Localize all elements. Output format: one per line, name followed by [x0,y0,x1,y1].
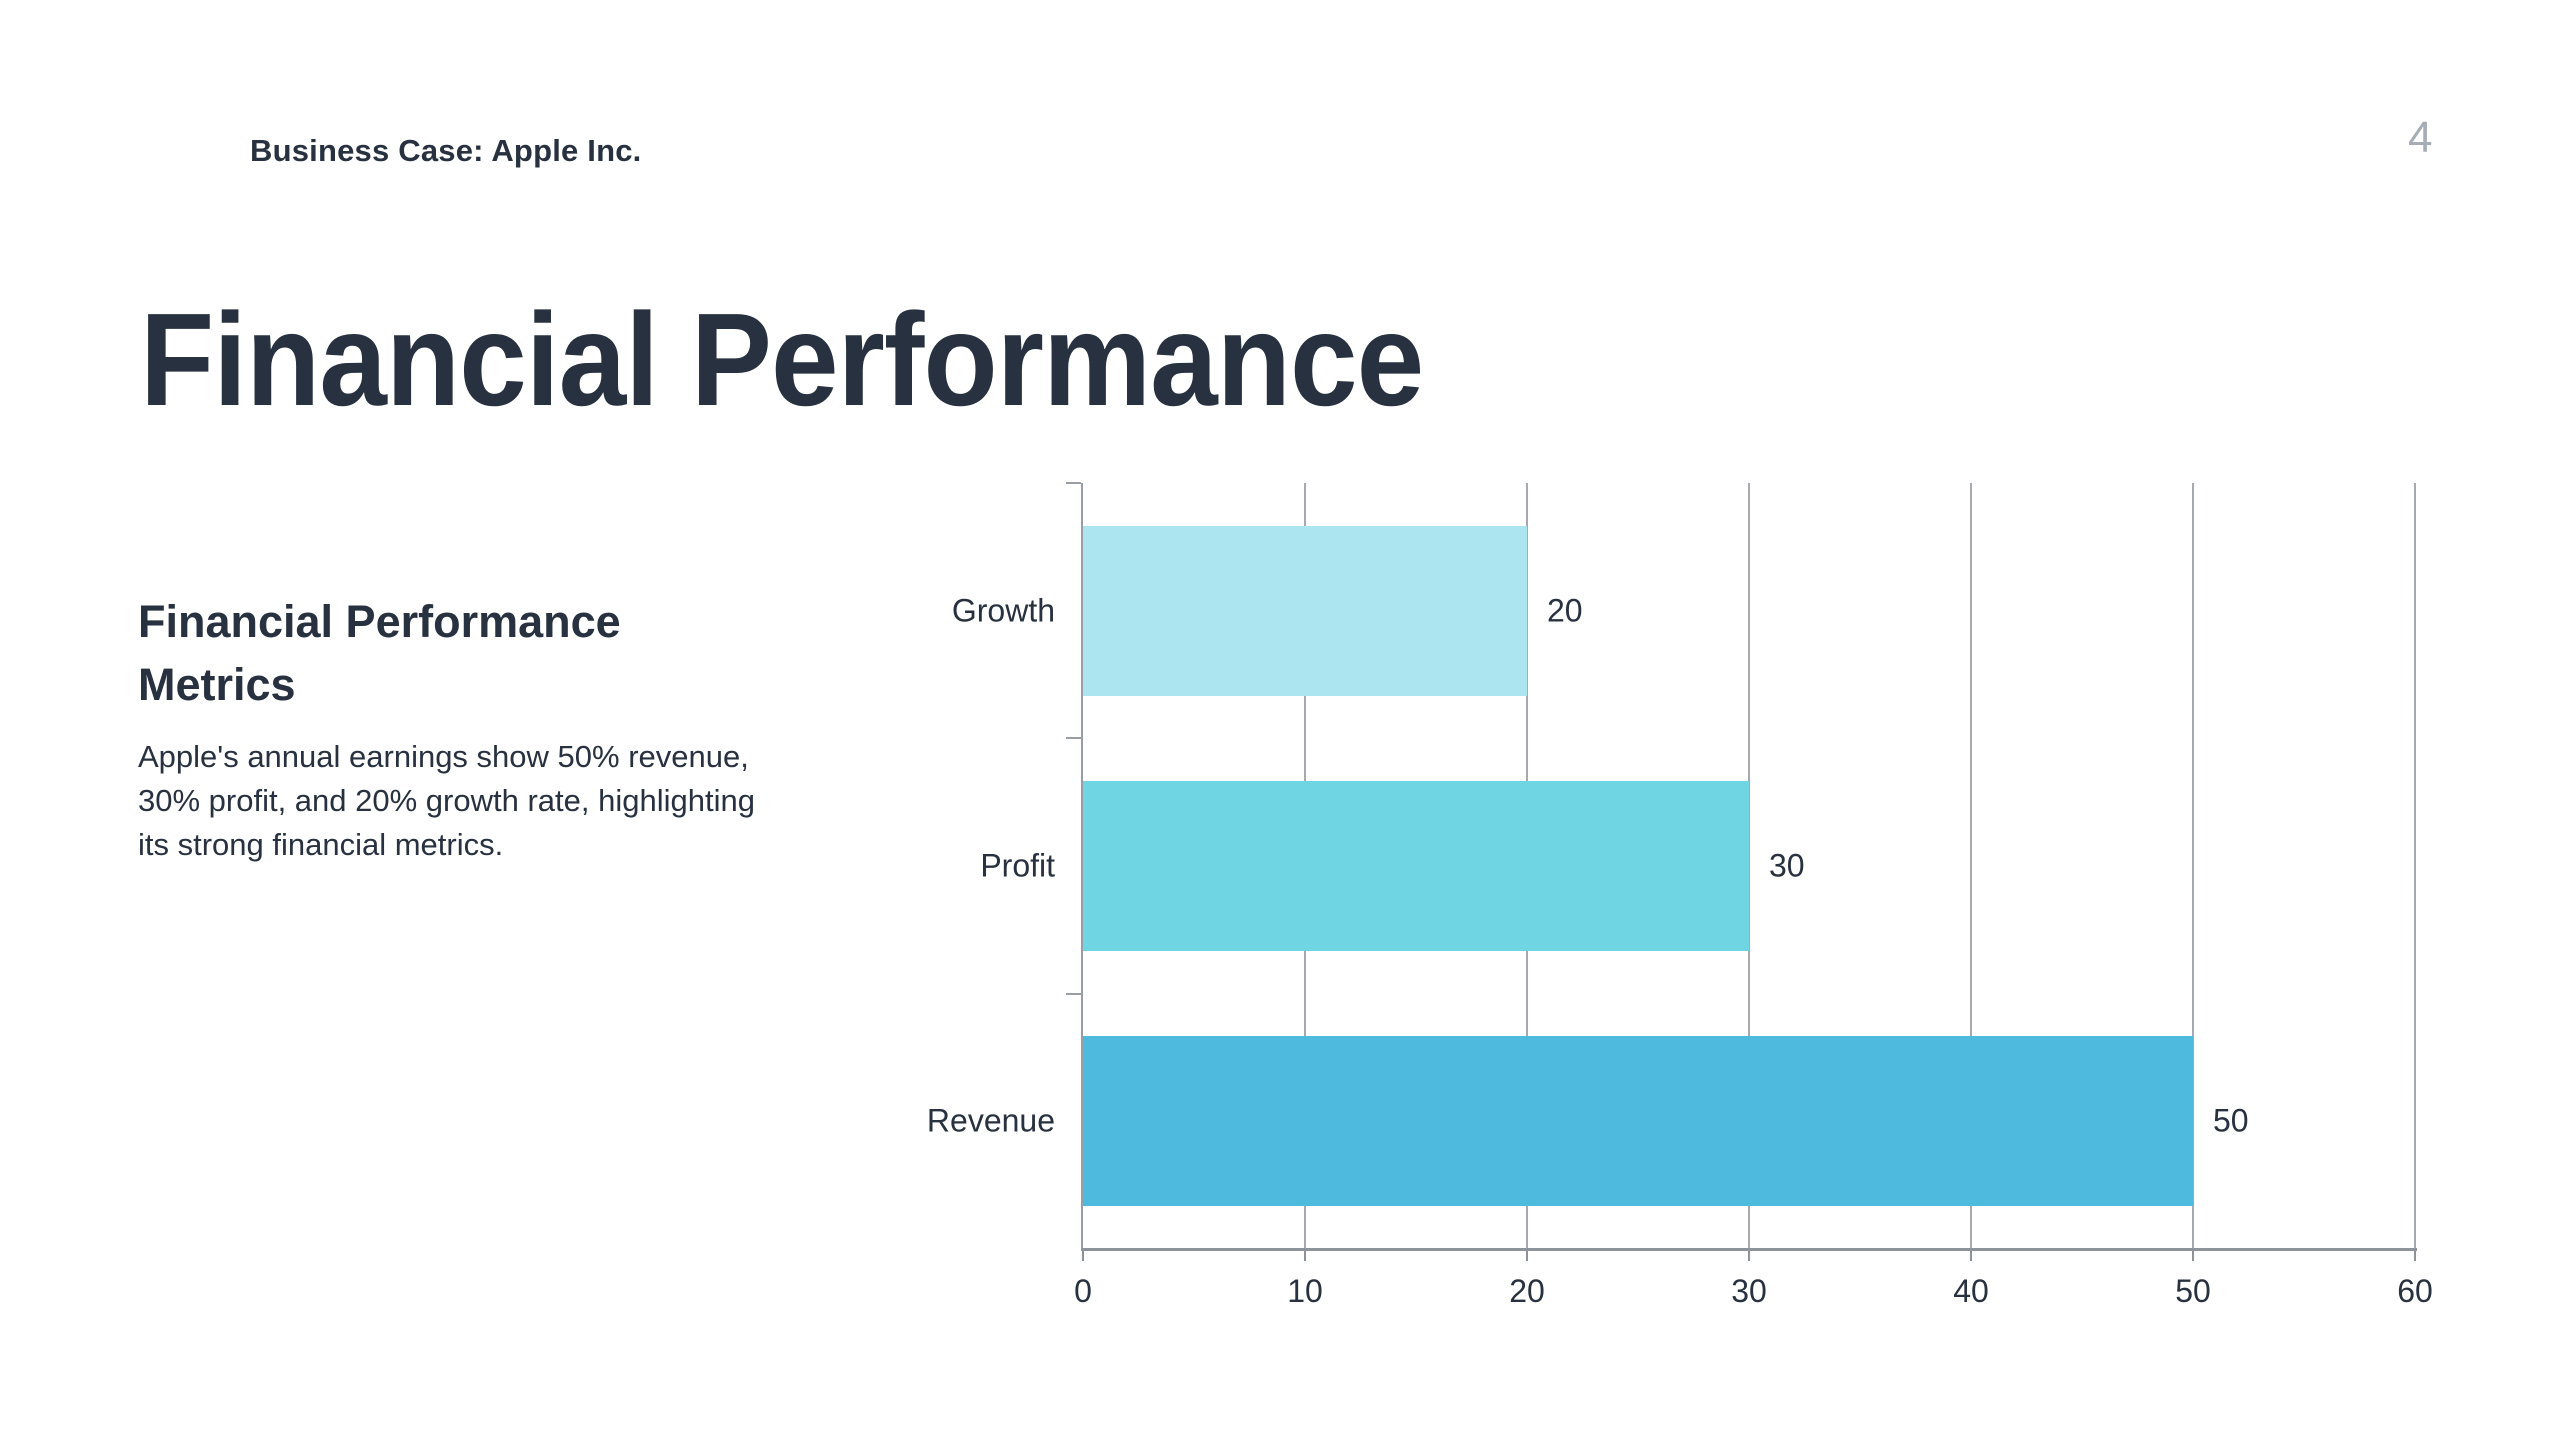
gridline [1748,483,1750,1249]
bar-profit [1083,780,1749,951]
y-axis-tick [1066,992,1081,995]
x-axis-tick [1526,1249,1528,1261]
slide-kicker: Business Case: Apple Inc. [250,133,642,168]
body-text: Apple's annual earnings show 50% revenue… [138,739,755,862]
category-label: Growth [951,592,1055,629]
gridline [2192,483,2194,1249]
x-axis-tick [1082,1249,1084,1261]
category-label: Profit [980,847,1055,884]
bar-chart: Growth 20 Profit 30 Revenue 50 0 10 20 30 40… [927,482,2433,1309]
x-axis-tick [1304,1249,1306,1261]
gridline [1970,483,1972,1249]
x-tick-label: 50 [2175,1273,2211,1309]
chart-row-revenue: Revenue 50 [927,994,2415,1249]
x-axis-tick [1970,1249,1972,1261]
section-heading: Financial Performance Metrics [138,596,621,710]
y-axis-tick [1066,737,1081,740]
chart-row-profit: Profit 30 [980,738,2415,993]
bar-value: 30 [1769,847,1805,884]
x-axis-tick [2192,1249,2194,1261]
y-axis-tick [1066,482,1081,484]
x-tick-label: 60 [2397,1273,2433,1309]
x-tick-label: 10 [1287,1273,1323,1309]
category-label: Revenue [926,1102,1055,1139]
bar-value: 50 [2213,1102,2249,1139]
bar-growth [1083,525,1527,696]
x-axis-tick [1748,1249,1750,1261]
x-tick-label: 40 [1953,1273,1989,1309]
x-tick-label: 0 [1074,1273,1092,1309]
chart-row-growth: Growth 20 [952,483,2415,738]
page-number: 4 [2408,113,2433,162]
bar-value: 20 [1547,592,1583,629]
bar-revenue [1083,1036,2193,1207]
x-tick-label: 30 [1731,1273,1767,1309]
slide-title: Financial Performance [140,286,1424,433]
gridline [2414,483,2416,1249]
x-tick-label: 20 [1509,1273,1545,1309]
x-axis-tick [2414,1249,2416,1261]
